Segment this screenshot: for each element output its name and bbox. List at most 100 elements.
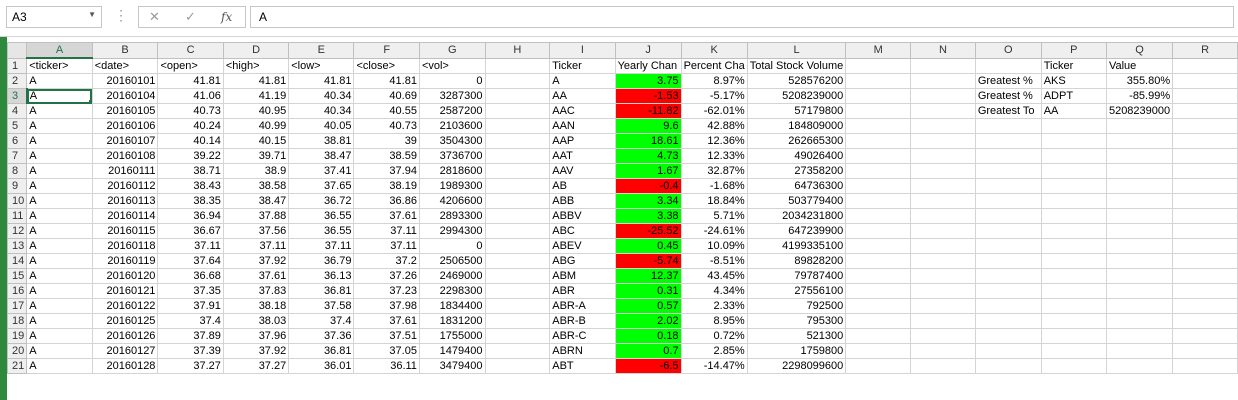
cell-l14[interactable]: 89828200	[746, 253, 847, 269]
row-header[interactable]: 14	[6, 253, 28, 269]
cell-k17[interactable]: 2.33%	[680, 298, 748, 314]
cell-g20[interactable]: 1479400	[418, 343, 486, 359]
cell-n5[interactable]	[910, 118, 976, 134]
cell-p10[interactable]	[1040, 193, 1107, 209]
cell-j20[interactable]: 0.7	[614, 343, 682, 359]
column-header-h[interactable]: H	[484, 42, 551, 59]
cell-f19[interactable]: 37.51	[353, 328, 420, 344]
cell-g21[interactable]: 3479400	[418, 358, 486, 374]
cell-i19[interactable]: ABR-C	[549, 328, 616, 344]
cell-i18[interactable]: ABR-B	[549, 313, 616, 329]
cell-b17[interactable]: 20160122	[91, 298, 159, 314]
row-header[interactable]: 20	[6, 343, 28, 359]
cell-m14[interactable]	[845, 253, 912, 269]
cell-o20[interactable]	[974, 343, 1042, 359]
cell-e12[interactable]: 36.55	[288, 223, 355, 239]
cell-b21[interactable]: 20160128	[91, 358, 159, 374]
cell-a19[interactable]: A	[26, 328, 93, 344]
cell-r20[interactable]	[1172, 343, 1238, 359]
cell-d10[interactable]: 38.47	[222, 193, 290, 209]
cell-k14[interactable]: -8.51%	[680, 253, 748, 269]
cell-i17[interactable]: ABR-A	[549, 298, 616, 314]
cell-n2[interactable]	[910, 73, 976, 89]
cell-j13[interactable]: 0.45	[614, 238, 682, 254]
cell-c12[interactable]: 36.67	[157, 223, 224, 239]
cell-p15[interactable]	[1040, 268, 1107, 284]
cell-g5[interactable]: 2103600	[418, 118, 486, 134]
cell-p2[interactable]: AKS	[1040, 73, 1107, 89]
name-box[interactable]: A3 ▼	[6, 6, 102, 28]
cell-q13[interactable]	[1105, 238, 1174, 254]
cell-k10[interactable]: 18.84%	[680, 193, 748, 209]
cell-l13[interactable]: 4199335100	[746, 238, 847, 254]
cell-e10[interactable]: 36.72	[288, 193, 355, 209]
cell-d17[interactable]: 38.18	[222, 298, 290, 314]
cell-j7[interactable]: 4.73	[614, 148, 682, 164]
cell-o12[interactable]	[974, 223, 1042, 239]
cell-r18[interactable]	[1172, 313, 1238, 329]
cell-d11[interactable]: 37.88	[222, 208, 290, 224]
cell-h16[interactable]	[484, 283, 551, 299]
cell-i12[interactable]: ABC	[549, 223, 616, 239]
cell-l9[interactable]: 64736300	[746, 178, 847, 194]
cell-d16[interactable]: 37.83	[222, 283, 290, 299]
cell-d19[interactable]: 37.96	[222, 328, 290, 344]
cell-f10[interactable]: 36.86	[353, 193, 420, 209]
cell-k11[interactable]: 5.71%	[680, 208, 748, 224]
cell-g2[interactable]: 0	[418, 73, 486, 89]
cell-p13[interactable]	[1040, 238, 1107, 254]
cell-f18[interactable]: 37.61	[353, 313, 420, 329]
cell-g8[interactable]: 2818600	[418, 163, 486, 179]
cell-f8[interactable]: 37.94	[353, 163, 420, 179]
row-header[interactable]: 10	[6, 193, 28, 209]
cell-c21[interactable]: 37.27	[157, 358, 224, 374]
cell-c17[interactable]: 37.91	[157, 298, 224, 314]
cell-r6[interactable]	[1172, 133, 1238, 149]
cell-d6[interactable]: 40.15	[222, 133, 290, 149]
cell-q9[interactable]	[1105, 178, 1174, 194]
column-header-g[interactable]: G	[418, 42, 486, 59]
cell-o14[interactable]	[974, 253, 1042, 269]
cell-g3[interactable]: 3287300	[418, 88, 486, 104]
cell-h12[interactable]	[484, 223, 551, 239]
cell-j5[interactable]: 9.6	[614, 118, 682, 134]
cell-q18[interactable]	[1105, 313, 1174, 329]
cell-p8[interactable]	[1040, 163, 1107, 179]
cell-a15[interactable]: A	[26, 268, 93, 284]
cell-f12[interactable]: 37.11	[353, 223, 420, 239]
cell-h18[interactable]	[484, 313, 551, 329]
cell-g4[interactable]: 2587200	[418, 103, 486, 119]
column-header-b[interactable]: B	[91, 42, 159, 59]
row-header[interactable]: 21	[6, 358, 28, 374]
cell-d13[interactable]: 37.11	[222, 238, 290, 254]
cell-m10[interactable]	[845, 193, 912, 209]
cell-p5[interactable]	[1040, 118, 1107, 134]
cell-k19[interactable]: 0.72%	[680, 328, 748, 344]
cell-f9[interactable]: 38.19	[353, 178, 420, 194]
cell-j15[interactable]: 12.37	[614, 268, 682, 284]
cell-l17[interactable]: 792500	[746, 298, 847, 314]
cell-k21[interactable]: -14.47%	[680, 358, 748, 374]
cell-m4[interactable]	[845, 103, 912, 119]
cell-h20[interactable]	[484, 343, 551, 359]
cell-e15[interactable]: 36.13	[288, 268, 355, 284]
cell-r10[interactable]	[1172, 193, 1238, 209]
cell-i11[interactable]: ABBV	[549, 208, 616, 224]
cell-r3[interactable]	[1172, 88, 1238, 104]
column-header-l[interactable]: L	[746, 42, 847, 59]
cell-g7[interactable]: 3736700	[418, 148, 486, 164]
cell-h9[interactable]	[484, 178, 551, 194]
cell-l18[interactable]: 795300	[746, 313, 847, 329]
cell-r5[interactable]	[1172, 118, 1238, 134]
cell-g19[interactable]: 1755000	[418, 328, 486, 344]
cell-o17[interactable]	[974, 298, 1042, 314]
column-header-r[interactable]: R	[1172, 42, 1238, 59]
cell-h15[interactable]	[484, 268, 551, 284]
cell-m5[interactable]	[845, 118, 912, 134]
row-header[interactable]: 15	[6, 268, 28, 284]
cell-m11[interactable]	[845, 208, 912, 224]
cell-k7[interactable]: 12.33%	[680, 148, 748, 164]
cell-a4[interactable]: A	[26, 103, 93, 119]
row-header[interactable]: 1	[6, 57, 28, 74]
cell-m19[interactable]	[845, 328, 912, 344]
